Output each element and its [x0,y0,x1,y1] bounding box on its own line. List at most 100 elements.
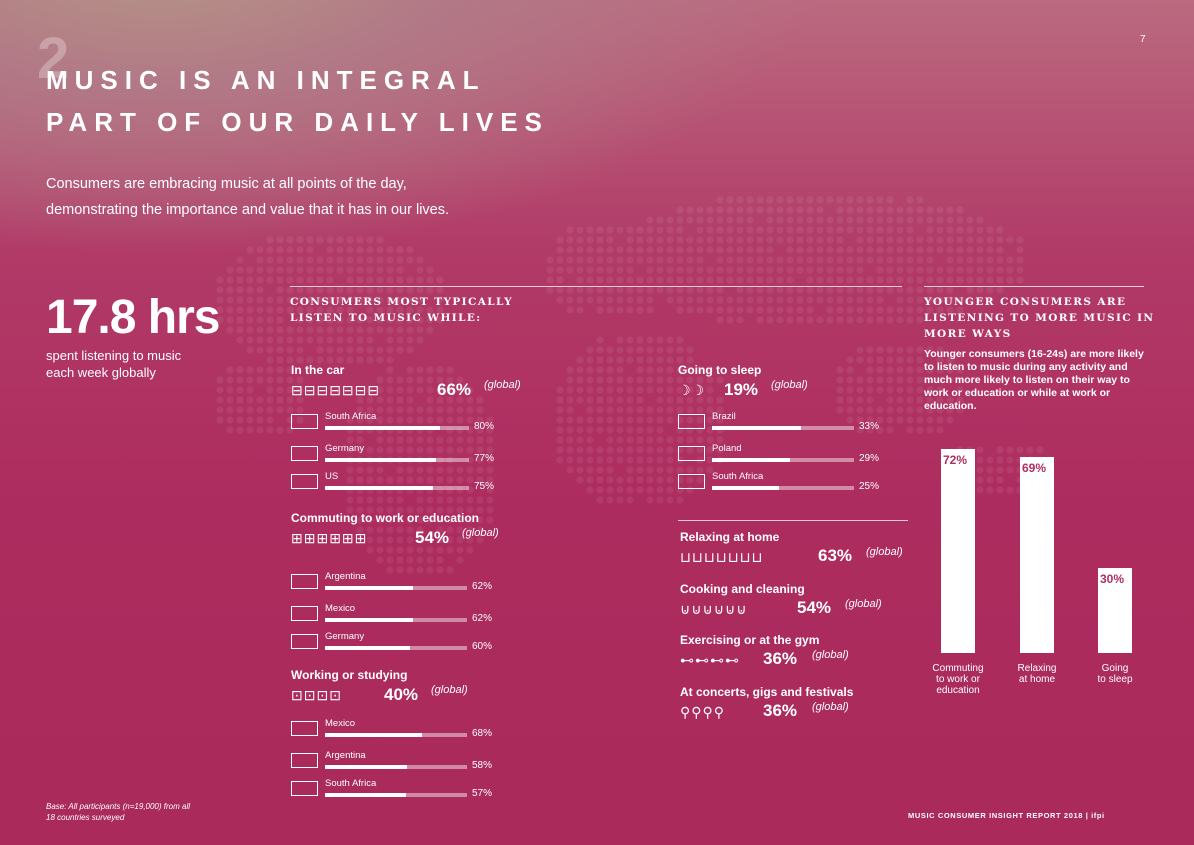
divider-middle [678,520,908,521]
cooking-and-cleaning-global-label: (global) [845,598,882,610]
column-bar [941,449,975,653]
bar-value: 68% [472,728,493,739]
flag-germany [291,446,318,461]
bar-fill [325,646,410,650]
base-note-line2: 18 countries surveyed [46,813,125,822]
column-value: 72% [943,453,968,467]
page-title-line2: PART OF OUR DAILY LIVES [46,107,549,137]
hours-label-line1: spent listening to music [46,348,182,363]
flag-us [291,474,318,489]
at-concerts-gigs-and-festivals-global-value: 36% [763,701,798,720]
bar-value: 25% [859,481,880,492]
flag-argentina [291,753,318,768]
section-number: 2 [37,26,70,91]
flag-south-africa [291,781,318,796]
commuting-to-work-or-education-global-label: (global) [462,527,499,539]
country-label: Germany [325,443,365,454]
base-note: Base: All participants (n=19,000) from a… [46,801,246,823]
microphone-icon: ⚲⚲⚲⚲ [680,704,726,720]
column-label: Going to sleep [1070,663,1160,685]
column-label-line: Relaxing [1017,663,1057,674]
bar-value: 62% [472,613,493,624]
bar-fill [325,733,422,737]
column-label-line: at home [1018,674,1056,685]
younger-header-line1: YOUNGER CONSUMERS ARE [924,296,1127,308]
working-or-studying-title: Working or studying [291,668,408,682]
flag-poland [678,446,705,461]
column-label-line: education [936,685,980,696]
country-label: Brazil [712,411,736,422]
in-the-car-global-value: 66% [437,380,472,399]
bar-fill [325,793,406,797]
base-note-line1: Base: All participants (n=19,000) from a… [46,802,190,811]
bar-value: 33% [859,421,880,432]
briefcase-icon: ⊡⊡⊡⊡ [291,687,342,703]
bar-value: 62% [472,581,493,592]
relaxing-at-home-global-label: (global) [866,546,903,558]
bar-fill [325,765,407,769]
flag-south-africa [678,474,705,489]
pot-icon: ⊍⊍⊍⊍⊍⊍ [680,601,748,617]
flag-argentina [291,574,318,589]
working-or-studying-global-value: 40% [384,685,419,704]
going-to-sleep-title: Going to sleep [678,363,762,377]
bar-fill [325,618,413,622]
column-label: Commuting to work or education [913,663,1003,696]
intro-line1: Consumers are embracing music at all poi… [46,176,407,192]
at-concerts-gigs-and-festivals-title: At concerts, gigs and festivals [680,685,854,699]
country-label: South Africa [712,471,764,482]
younger-header-line3: MORE WAYS [924,328,1012,340]
in-the-car-global-label: (global) [484,379,521,391]
activities-header: CONSUMERS MOST TYPICALLY LISTEN TO MUSIC… [290,294,513,326]
column-value: 30% [1100,572,1125,586]
column-label-line: to sleep [1097,674,1133,685]
flag-south-africa [291,414,318,429]
activities-header-line2: LISTEN TO MUSIC WHILE: [290,312,482,324]
country-label: Mexico [325,603,356,614]
flag-germany [291,634,318,649]
bar-fill [712,486,779,490]
younger-header-line2: LISTENING TO MORE MUSIC IN [924,312,1155,324]
flag-mexico [291,721,318,736]
hours-label-line2: each week globally [46,365,156,380]
flag-brazil [678,414,705,429]
bar-value: 77% [474,453,495,464]
cooking-and-cleaning-title: Cooking and cleaning [680,582,805,596]
bar-fill [325,486,433,490]
country-label: Argentina [325,571,366,582]
divider-top-right [924,286,1144,287]
car-icon: ⊟⊟⊟⊟⊟⊟⊟ [291,382,381,398]
column-bar [1020,457,1054,653]
footer-report-name: MUSIC CONSUMER INSIGHT REPORT 2018 | ifp… [908,811,1105,820]
divider-top-middle [290,286,902,287]
relaxing-at-home-title: Relaxing at home [680,530,780,544]
flag-mexico [291,606,318,621]
country-label: US [325,471,339,482]
bar-fill [325,426,440,430]
column-label-line: Going [1101,663,1129,674]
page-title-line1: MUSIC IS AN INTEGRAL [46,65,486,95]
column-value: 69% [1022,461,1047,475]
column-label-line: Commuting [932,663,984,674]
going-to-sleep-global-label: (global) [771,379,808,391]
bar-value: 75% [474,481,495,492]
column-label: Relaxing at home [992,663,1082,685]
bar-track [712,486,854,490]
country-label: Argentina [325,750,366,761]
dumbbell-icon: ⊷⊷⊷⊷ [680,652,740,668]
bar-fill [712,458,790,462]
country-label: Mexico [325,718,356,729]
bar-fill [712,426,801,430]
bar-fill [325,458,436,462]
relaxing-at-home-global-value: 63% [818,546,853,565]
sofa-icon: ⊔⊔⊔⊔⊔⊔⊔ [680,549,764,565]
bar-value: 57% [472,788,493,799]
country-label: Germany [325,631,365,642]
column-label-line: to work or [936,674,980,685]
commuting-to-work-or-education-global-value: 54% [415,528,450,547]
younger-header: YOUNGER CONSUMERS ARE LISTENING TO MORE … [924,294,1154,342]
bar-value: 60% [472,641,493,652]
bar-value: 58% [472,760,493,771]
commuting-to-work-or-education-title: Commuting to work or education [291,511,479,525]
